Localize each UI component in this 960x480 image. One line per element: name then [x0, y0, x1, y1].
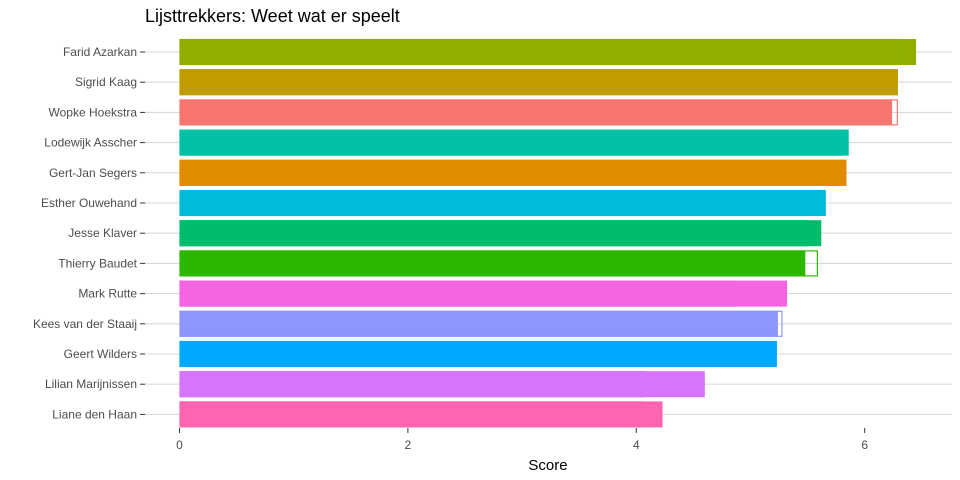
- bar-filled: [179, 39, 917, 65]
- bar-outline: [179, 189, 820, 217]
- x-tick-label: 6: [861, 438, 868, 452]
- y-tick-label: Kees van der Staaij: [33, 317, 137, 331]
- y-tick-label: Liane den Haan: [52, 407, 137, 421]
- y-tick-label: Mark Rutte: [78, 287, 137, 301]
- bar-outline: [179, 340, 777, 368]
- bar-outline: [179, 129, 842, 156]
- bar-filled: [179, 99, 893, 126]
- y-tick-label: Gert-Jan Segers: [49, 166, 137, 180]
- bar-filled: [179, 190, 826, 216]
- y-axis-labels: Farid Azarkan Sigrid Kaag Wopke Hoekstra Lo…: [33, 45, 145, 421]
- x-tick-label: 2: [405, 438, 412, 452]
- bar-filled: [179, 129, 849, 156]
- bar-filled: [179, 280, 788, 307]
- bar-filled: [179, 250, 806, 277]
- bar-outline: [179, 371, 646, 398]
- bar-filled: [179, 69, 898, 96]
- bar-filled: [179, 401, 663, 428]
- bars: [179, 38, 917, 428]
- bar-outline: [179, 38, 898, 66]
- y-tick-label: Farid Azarkan: [63, 45, 137, 59]
- bar-filled: [179, 220, 822, 247]
- y-tick-label: Sigrid Kaag: [75, 75, 137, 89]
- bar-outline: [179, 99, 898, 126]
- y-tick-label: Geert Wilders: [64, 347, 137, 361]
- x-axis-title: Score: [528, 457, 567, 474]
- x-tick-label: 4: [633, 438, 640, 452]
- bar-filled: [179, 159, 847, 186]
- bar-outline: [179, 220, 809, 247]
- bar-filled: [179, 341, 777, 367]
- bar-outline: [179, 69, 898, 96]
- chart-title: Lijsttrekkers: Weet wat er speelt: [145, 6, 400, 26]
- y-tick-label: Esther Ouwehand: [41, 196, 137, 210]
- bar-outline: [179, 280, 737, 307]
- bar-outline: [179, 159, 847, 186]
- x-tick-label: 0: [176, 438, 183, 452]
- y-tick-label: Lodewijk Asscher: [44, 136, 137, 150]
- bar-outline: [179, 250, 818, 277]
- bar-filled: [179, 371, 705, 398]
- x-axis: 0 2 4 6: [176, 428, 868, 452]
- bar-filled: [179, 310, 778, 337]
- bar-outline: [179, 310, 783, 337]
- y-tick-label: Wopke Hoekstra: [49, 105, 138, 119]
- y-tick-label: Thierry Baudet: [58, 256, 137, 270]
- bar-outline: [179, 401, 643, 428]
- y-tick-label: Lilian Marijnissen: [45, 377, 137, 391]
- y-tick-label: Jesse Klaver: [68, 226, 137, 240]
